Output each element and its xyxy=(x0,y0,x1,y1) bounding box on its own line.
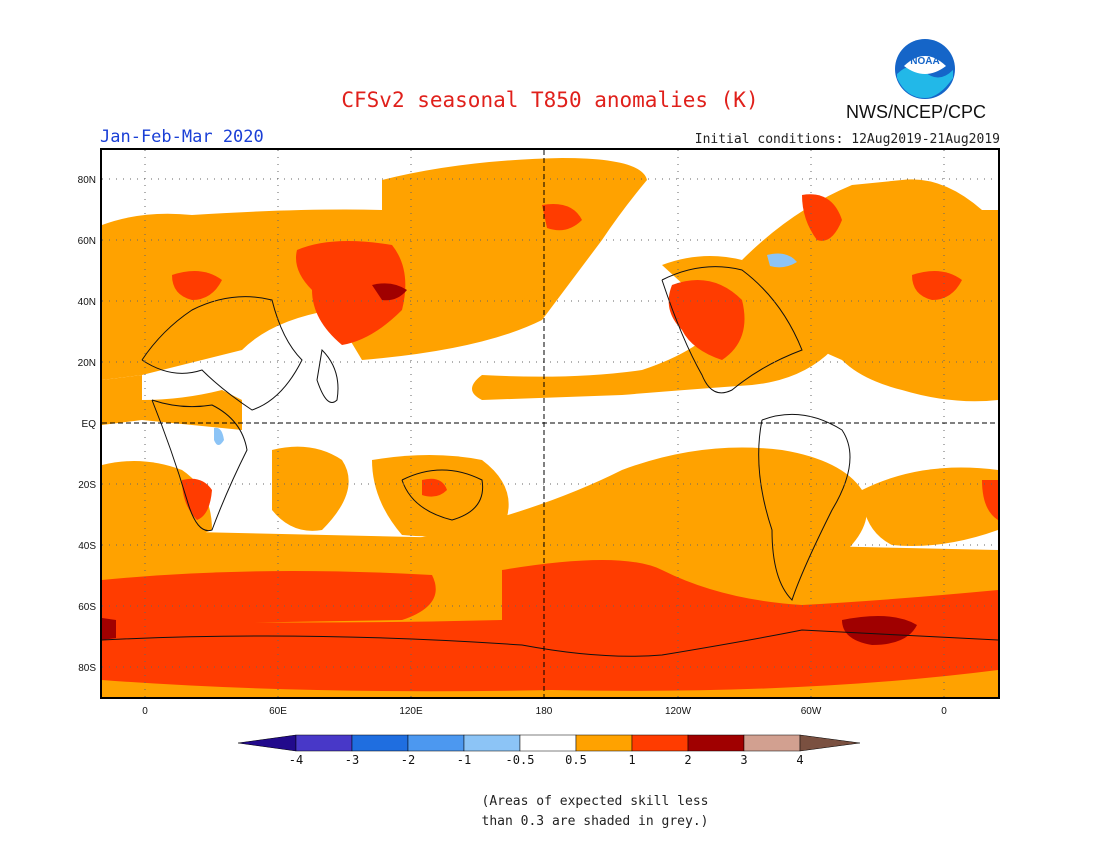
lat-label-20s: 20S xyxy=(78,480,96,491)
colorbar-bin-minus3-to-minus2 xyxy=(351,734,409,752)
skill-note: (Areas of expected skill less than 0.3 a… xyxy=(0,792,1100,832)
lat-label-40n: 40N xyxy=(77,297,96,308)
colorbar-label-minus1: -1 xyxy=(456,753,472,767)
skill-note-line-2: than 0.3 are shaded in grey.) xyxy=(481,814,709,829)
anomaly-2-to-3-regions xyxy=(102,283,917,645)
colorbar-arrow-low xyxy=(238,734,297,752)
lon-label-60w: 60W xyxy=(800,706,822,717)
noaa-logo: NOAA xyxy=(895,39,955,99)
lat-label-60n: 60N xyxy=(77,236,96,247)
lat-label-60s: 60S xyxy=(78,602,96,613)
anomaly-map xyxy=(100,148,1000,699)
anomaly-minus1-to-minus0.5-regions xyxy=(214,253,797,445)
colorbar-bin-minus0.5-to-0.5 xyxy=(519,734,577,752)
colorbar-bin-1-to-2 xyxy=(631,734,689,752)
skill-note-line-1: (Areas of expected skill less xyxy=(481,794,709,809)
lon-label-120w: 120W xyxy=(664,706,692,717)
svg-text:NOAA: NOAA xyxy=(910,56,939,67)
colorbar-bin-2-to-3 xyxy=(687,734,745,752)
lat-label-80s: 80S xyxy=(78,663,96,674)
lat-label-40s: 40S xyxy=(78,541,96,552)
colorbar-bin-0.5-to-1 xyxy=(575,734,633,752)
colorbar-label-minus2: -2 xyxy=(400,753,416,767)
colorbar-label-1: 1 xyxy=(628,753,636,767)
lat-label-20n: 20N xyxy=(77,358,96,369)
graticule xyxy=(102,150,998,697)
colorbar-label-3: 3 xyxy=(740,753,748,767)
lon-label-60e: 60E xyxy=(269,706,287,717)
colorbar-label-0.5: 0.5 xyxy=(565,753,587,767)
lon-label-0-left: 0 xyxy=(142,706,148,717)
colorbar-bin-minus1-to-minus0.5 xyxy=(463,734,521,752)
initial-conditions: Initial conditions: 12Aug2019-21Aug2019 xyxy=(694,132,1000,147)
colorbar-label-minus4: -4 xyxy=(288,753,304,767)
colorbar-bin-minus2-to-minus1 xyxy=(407,734,465,752)
lat-label-eq: EQ xyxy=(81,419,96,430)
map-title: CFSv2 seasonal T850 anomalies (K) xyxy=(341,88,759,112)
colorbar-label-minus0.5: -0.5 xyxy=(505,753,535,767)
color-scale-bar xyxy=(238,734,861,752)
coastlines xyxy=(102,266,998,657)
anomaly-field xyxy=(102,150,998,697)
forecast-period: Jan-Feb-Mar 2020 xyxy=(100,127,264,147)
colorbar-label-2: 2 xyxy=(684,753,692,767)
lon-label-120e: 120E xyxy=(399,706,423,717)
colorbar-label-4: 4 xyxy=(796,753,804,767)
colorbar-label-minus3: -3 xyxy=(344,753,360,767)
agency-name: NWS/NCEP/CPC xyxy=(846,102,987,122)
lon-label-0-right: 0 xyxy=(941,706,947,717)
lat-label-80n: 80N xyxy=(77,175,96,186)
colorbar-arrow-high xyxy=(799,734,861,752)
colorbar-bin-3-to-4 xyxy=(743,734,801,752)
colorbar-bin-minus4-to-minus3 xyxy=(295,734,353,752)
lon-label-180: 180 xyxy=(535,706,553,717)
